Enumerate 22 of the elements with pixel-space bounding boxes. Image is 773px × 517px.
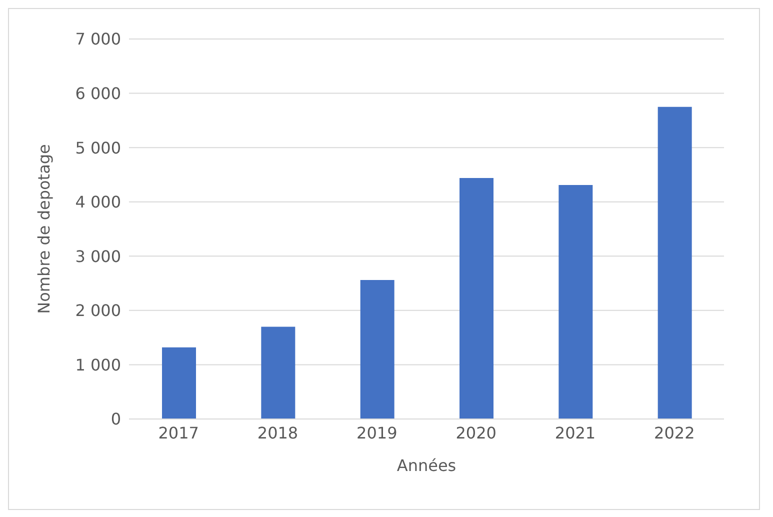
- y-tick-label: 3 000: [75, 246, 121, 266]
- x-tick-label: 2019: [356, 423, 398, 442]
- bar: [162, 347, 196, 419]
- x-tick-label: 2022: [654, 423, 695, 442]
- x-tick-label: 2018: [257, 423, 298, 442]
- y-axis-title: Nombre de depotage: [34, 144, 54, 314]
- y-tick-label: 5 000: [75, 138, 121, 158]
- x-tick-label: 2021: [554, 423, 596, 442]
- y-tick-label: 0: [110, 410, 121, 429]
- x-tick-label: 2020: [456, 423, 496, 442]
- y-tick-label: 2 000: [75, 301, 121, 320]
- y-tick-label: 4 000: [75, 192, 121, 212]
- y-tick-label: 7 000: [75, 30, 121, 49]
- x-axis-title: Années: [396, 456, 456, 475]
- bar: [658, 106, 692, 419]
- x-tick-label: 2017: [158, 423, 199, 442]
- bar: [261, 326, 296, 419]
- y-tick-label: 1 000: [75, 355, 121, 374]
- bar: [558, 185, 593, 419]
- y-tick-label: 6 000: [75, 84, 121, 103]
- bar: [360, 280, 394, 419]
- bar: [460, 178, 494, 419]
